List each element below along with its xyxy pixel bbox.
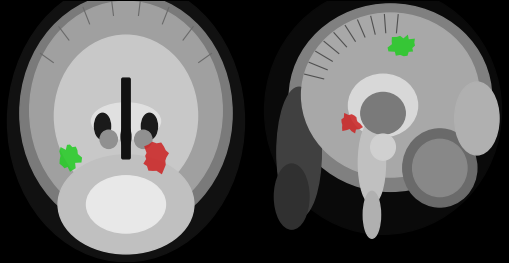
Ellipse shape <box>455 82 499 155</box>
Ellipse shape <box>100 130 118 148</box>
Ellipse shape <box>289 4 492 191</box>
Ellipse shape <box>413 139 467 197</box>
Ellipse shape <box>8 0 244 262</box>
Ellipse shape <box>301 13 479 177</box>
Polygon shape <box>144 142 169 174</box>
Ellipse shape <box>358 121 385 204</box>
Ellipse shape <box>371 134 395 160</box>
Ellipse shape <box>87 176 165 233</box>
Ellipse shape <box>265 0 501 234</box>
Ellipse shape <box>54 35 197 196</box>
Ellipse shape <box>403 129 477 207</box>
Ellipse shape <box>277 87 321 218</box>
Ellipse shape <box>121 125 131 148</box>
Ellipse shape <box>361 93 405 134</box>
Ellipse shape <box>20 0 232 233</box>
Ellipse shape <box>30 1 222 220</box>
Ellipse shape <box>349 74 417 137</box>
Ellipse shape <box>95 113 110 139</box>
Polygon shape <box>60 145 82 172</box>
Polygon shape <box>342 113 363 133</box>
Ellipse shape <box>142 113 157 139</box>
Ellipse shape <box>274 164 309 229</box>
Ellipse shape <box>92 103 160 139</box>
Ellipse shape <box>134 130 152 148</box>
Ellipse shape <box>58 155 194 254</box>
Ellipse shape <box>363 191 381 238</box>
FancyBboxPatch shape <box>122 78 130 159</box>
Polygon shape <box>387 34 415 56</box>
